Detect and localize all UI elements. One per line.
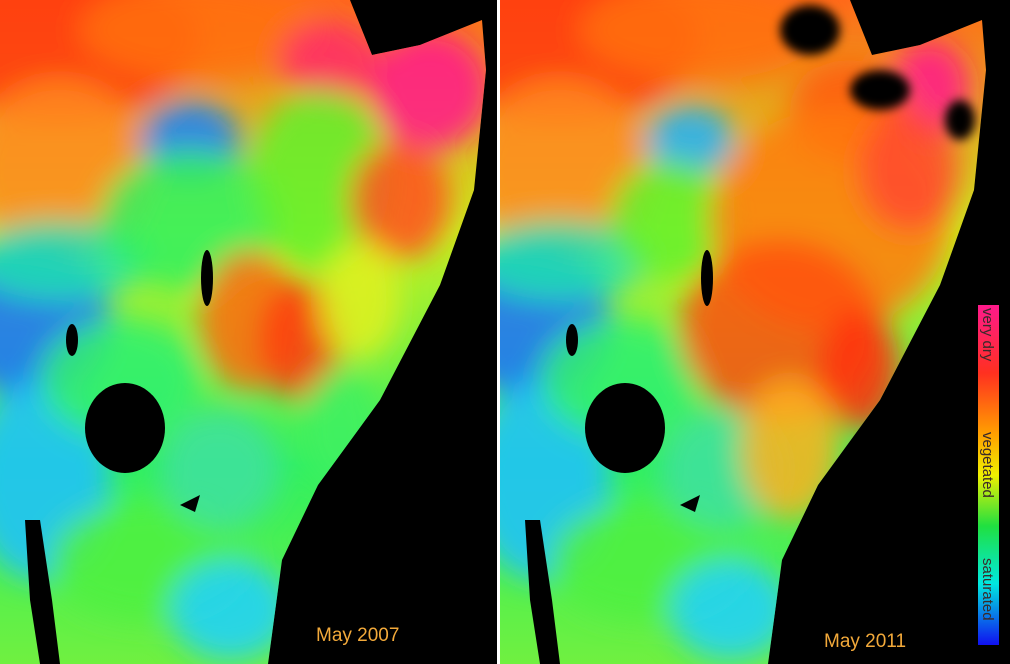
index-region xyxy=(280,20,380,100)
no-data-patch xyxy=(850,70,910,110)
index-region xyxy=(580,0,820,80)
lake xyxy=(680,495,700,512)
land xyxy=(0,0,486,664)
index-region xyxy=(670,560,790,660)
index-region xyxy=(0,0,200,120)
legend-colorbar xyxy=(978,305,999,645)
index-region xyxy=(80,0,320,80)
legend: very dry vegetated saturated xyxy=(978,305,999,645)
lake xyxy=(85,383,165,473)
lake xyxy=(701,250,713,306)
legend-label: vegetated xyxy=(979,432,996,498)
map-panel xyxy=(0,0,486,664)
no-data xyxy=(780,5,975,140)
index-region xyxy=(645,105,735,175)
index-region xyxy=(300,370,380,490)
lake xyxy=(566,324,578,356)
map-panel xyxy=(500,0,986,664)
index-region xyxy=(500,80,650,260)
lake xyxy=(525,520,560,664)
index-region xyxy=(610,160,730,280)
lake xyxy=(180,495,200,512)
index-region xyxy=(370,30,486,150)
index-region xyxy=(260,280,340,400)
index-region xyxy=(500,0,700,120)
index-region xyxy=(170,560,290,660)
lake xyxy=(585,383,665,473)
panel-label: May 2007 xyxy=(316,625,399,646)
legend-label: very dry xyxy=(979,308,996,362)
index-region xyxy=(160,410,280,530)
lake xyxy=(25,520,60,664)
lake xyxy=(66,324,78,356)
index-region xyxy=(350,140,450,260)
vegetation-pattern xyxy=(500,0,970,660)
divider xyxy=(497,0,500,664)
index-region xyxy=(500,220,650,300)
index-region xyxy=(740,380,840,520)
lake xyxy=(201,250,213,306)
index-region xyxy=(320,240,400,360)
no-data-patch xyxy=(780,5,840,55)
panel-label: May 2011 xyxy=(824,631,906,652)
land xyxy=(500,0,986,664)
index-region xyxy=(860,110,960,230)
no-data-patch xyxy=(945,100,975,140)
index-region xyxy=(820,310,900,430)
legend-label: saturated xyxy=(979,558,996,621)
